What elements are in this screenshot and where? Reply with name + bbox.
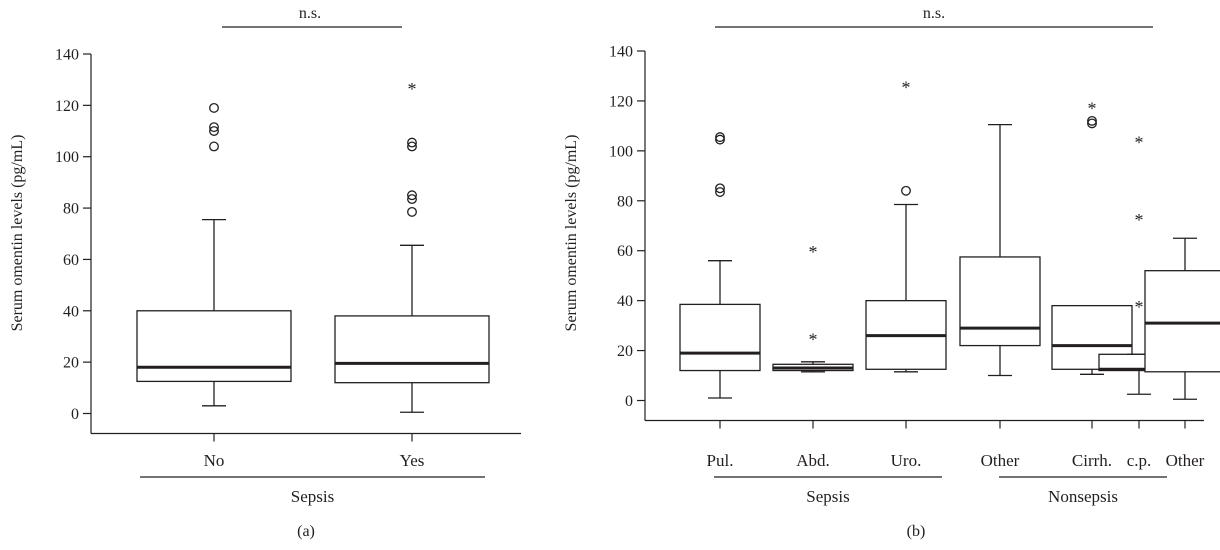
iqr-box — [334, 315, 490, 384]
outlier-circle — [1087, 115, 1097, 126]
category-label: Yes — [400, 451, 425, 470]
outlier-circle — [901, 185, 911, 196]
category-label: Cirrh. — [1072, 451, 1112, 470]
y-tick-label: 0 — [71, 406, 79, 423]
outlier-circle — [715, 134, 725, 145]
y-tick-label: 80 — [617, 193, 633, 210]
box-plot-other — [1144, 237, 1220, 400]
category-label: Other — [981, 451, 1020, 470]
box-plot-uro: * — [865, 77, 947, 373]
y-tick-label: 0 — [625, 393, 633, 410]
iqr-box — [679, 303, 761, 372]
panel-a: 0 20 40 60 80 100 120 140 Serum omentin levels (… — [9, 5, 521, 540]
category-label: No — [204, 451, 225, 470]
outlier-circle — [715, 187, 725, 197]
y-tick-label: 20 — [617, 343, 633, 360]
y-tick-label: 140 — [609, 44, 633, 61]
iqr-box — [1144, 270, 1220, 373]
outlier-star: * — [408, 79, 417, 99]
y-tick-label: 100 — [609, 143, 633, 160]
box-plot-other — [959, 123, 1041, 377]
category-label: Uro. — [891, 451, 922, 470]
group-label: Sepsis — [291, 487, 334, 506]
outlier-circle — [715, 183, 725, 194]
outlier-star: * — [902, 77, 911, 97]
category-label: Pul. — [707, 451, 734, 470]
significance-label: n.s. — [299, 5, 321, 22]
outlier-star: * — [809, 330, 818, 350]
box-plot-no — [136, 102, 292, 407]
outlier-star: * — [809, 242, 818, 262]
y-tick-label: 40 — [617, 293, 633, 310]
outlier-circle — [407, 137, 417, 148]
group-label: Nonsepsis — [1048, 487, 1118, 506]
outlier-circle — [1087, 118, 1097, 129]
outlier-circle — [407, 190, 417, 201]
iqr-box — [136, 310, 292, 383]
y-tick-label: 80 — [63, 201, 79, 218]
outlier-circle — [209, 122, 219, 133]
significance-label: n.s. — [923, 5, 945, 22]
box-plot-cirrh: * — [1051, 99, 1133, 375]
panel-b: 0 20 40 60 80 100 120 140 Serum omentin levels (… — [563, 5, 1220, 540]
y-tick-label: 60 — [617, 243, 633, 260]
outlier-circle — [407, 206, 417, 217]
y-axis-title: Serum omentin levels (pg/mL) — [563, 135, 580, 332]
outlier-star: * — [1135, 297, 1144, 317]
y-tick-label: 100 — [55, 149, 79, 166]
outlier-star: * — [1088, 99, 1097, 119]
outlier-circle — [209, 126, 219, 136]
box-plot-pul — [679, 132, 761, 399]
outlier-circle — [209, 102, 219, 113]
category-label: Other — [1166, 451, 1205, 470]
y-axis-title: Serum omentin levels (pg/mL) — [9, 135, 26, 332]
category-label: Abd. — [796, 451, 830, 470]
y-tick-label: 140 — [55, 47, 79, 64]
category-label: c.p. — [1127, 451, 1152, 470]
outlier-star: * — [1135, 132, 1144, 152]
box-plot-yes: * — [334, 79, 490, 413]
y-tick-label: 120 — [55, 98, 79, 115]
outlier-star: * — [1135, 210, 1144, 230]
y-tick-label: 20 — [63, 355, 79, 372]
panel-label: (a) — [297, 523, 315, 540]
group-label: Sepsis — [806, 487, 849, 506]
outlier-circle — [715, 132, 725, 143]
y-tick-label: 60 — [63, 252, 79, 269]
iqr-box — [959, 256, 1041, 347]
box-plot-abd: ** — [772, 242, 854, 373]
outlier-circle — [209, 141, 219, 152]
y-tick-label: 120 — [609, 93, 633, 110]
panel-label: (b) — [907, 523, 926, 540]
outlier-circle — [407, 194, 417, 205]
outlier-circle — [407, 141, 417, 152]
y-tick-label: 40 — [63, 303, 79, 320]
